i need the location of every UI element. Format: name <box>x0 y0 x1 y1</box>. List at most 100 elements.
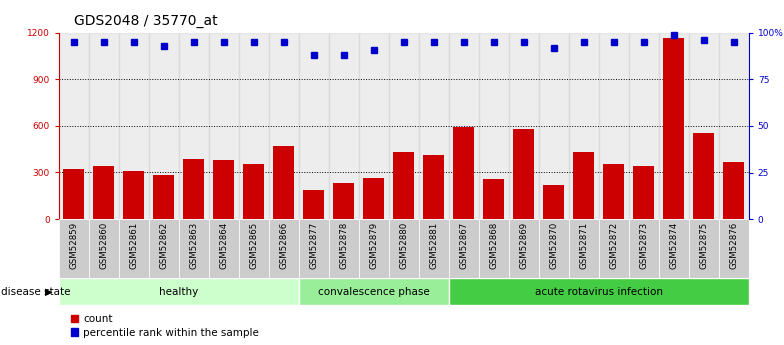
Bar <box>123 171 144 219</box>
Text: GSM52877: GSM52877 <box>309 222 318 269</box>
Bar <box>239 219 269 278</box>
Bar <box>328 219 359 278</box>
Bar <box>423 155 445 219</box>
Bar <box>479 33 509 219</box>
Text: GSM52879: GSM52879 <box>369 222 378 269</box>
Bar <box>539 33 568 219</box>
Bar <box>59 219 89 278</box>
Bar <box>243 164 264 219</box>
Text: GSM52873: GSM52873 <box>639 222 648 269</box>
Bar <box>543 185 564 219</box>
Bar <box>389 33 419 219</box>
Text: GSM52862: GSM52862 <box>159 222 169 269</box>
Text: GSM52866: GSM52866 <box>279 222 289 269</box>
Bar <box>573 152 594 219</box>
Bar <box>93 166 114 219</box>
Bar <box>328 33 359 219</box>
Text: acute rotavirus infection: acute rotavirus infection <box>535 287 662 296</box>
Bar <box>509 219 539 278</box>
Text: GDS2048 / 35770_at: GDS2048 / 35770_at <box>74 13 218 28</box>
Bar <box>568 33 599 219</box>
Bar <box>303 190 325 219</box>
Bar <box>448 278 749 305</box>
Text: GSM52865: GSM52865 <box>249 222 258 269</box>
Bar <box>448 33 479 219</box>
Text: ▶: ▶ <box>45 287 53 296</box>
Bar <box>389 219 419 278</box>
Text: healthy: healthy <box>159 287 198 296</box>
Bar <box>149 33 179 219</box>
Text: GSM52859: GSM52859 <box>69 222 78 269</box>
Bar <box>213 160 234 219</box>
Bar <box>269 219 299 278</box>
Bar <box>514 129 534 219</box>
Bar <box>719 33 749 219</box>
Text: GSM52868: GSM52868 <box>489 222 499 269</box>
Bar <box>59 278 299 305</box>
Bar <box>599 33 629 219</box>
Text: GSM52872: GSM52872 <box>609 222 619 269</box>
Text: GSM52870: GSM52870 <box>550 222 558 269</box>
Bar <box>394 152 414 219</box>
Text: GSM52863: GSM52863 <box>189 222 198 269</box>
Bar <box>419 219 448 278</box>
Bar <box>179 219 209 278</box>
Bar <box>568 219 599 278</box>
Bar <box>419 33 448 219</box>
Bar <box>663 38 684 219</box>
Text: GSM52874: GSM52874 <box>670 222 678 269</box>
Bar <box>629 219 659 278</box>
Bar <box>333 184 354 219</box>
Text: GSM52880: GSM52880 <box>399 222 408 269</box>
Text: GSM52867: GSM52867 <box>459 222 468 269</box>
Bar <box>154 175 174 219</box>
Bar <box>688 219 719 278</box>
Bar <box>209 219 239 278</box>
Bar <box>719 219 749 278</box>
Bar <box>269 33 299 219</box>
Bar <box>359 33 389 219</box>
Bar <box>479 219 509 278</box>
Bar <box>723 161 744 219</box>
Bar <box>149 219 179 278</box>
Text: GSM52881: GSM52881 <box>430 222 438 269</box>
Text: GSM52876: GSM52876 <box>729 222 739 269</box>
Bar <box>659 219 688 278</box>
Bar <box>603 164 624 219</box>
Bar <box>483 179 504 219</box>
Bar <box>299 33 328 219</box>
Text: GSM52864: GSM52864 <box>220 222 228 269</box>
Legend: count, percentile rank within the sample: count, percentile rank within the sample <box>67 310 263 342</box>
Bar <box>89 219 119 278</box>
Text: convalescence phase: convalescence phase <box>318 287 430 296</box>
Bar <box>453 127 474 219</box>
Bar <box>299 219 328 278</box>
Bar <box>599 219 629 278</box>
Bar <box>359 219 389 278</box>
Text: GSM52878: GSM52878 <box>339 222 348 269</box>
Bar <box>89 33 119 219</box>
Bar <box>274 146 294 219</box>
Bar <box>119 219 149 278</box>
Bar <box>539 219 568 278</box>
Bar <box>239 33 269 219</box>
Text: GSM52875: GSM52875 <box>699 222 708 269</box>
Bar <box>448 219 479 278</box>
Bar <box>363 178 384 219</box>
Bar <box>64 169 85 219</box>
Bar <box>688 33 719 219</box>
Text: GSM52861: GSM52861 <box>129 222 138 269</box>
Bar <box>629 33 659 219</box>
Bar <box>299 278 448 305</box>
Bar <box>509 33 539 219</box>
Text: GSM52869: GSM52869 <box>519 222 528 269</box>
Bar <box>59 33 89 219</box>
Bar <box>179 33 209 219</box>
Bar <box>633 166 654 219</box>
Bar <box>693 133 714 219</box>
Text: disease state: disease state <box>1 287 71 296</box>
Bar <box>119 33 149 219</box>
Bar <box>209 33 239 219</box>
Text: GSM52871: GSM52871 <box>579 222 588 269</box>
Bar <box>183 158 205 219</box>
